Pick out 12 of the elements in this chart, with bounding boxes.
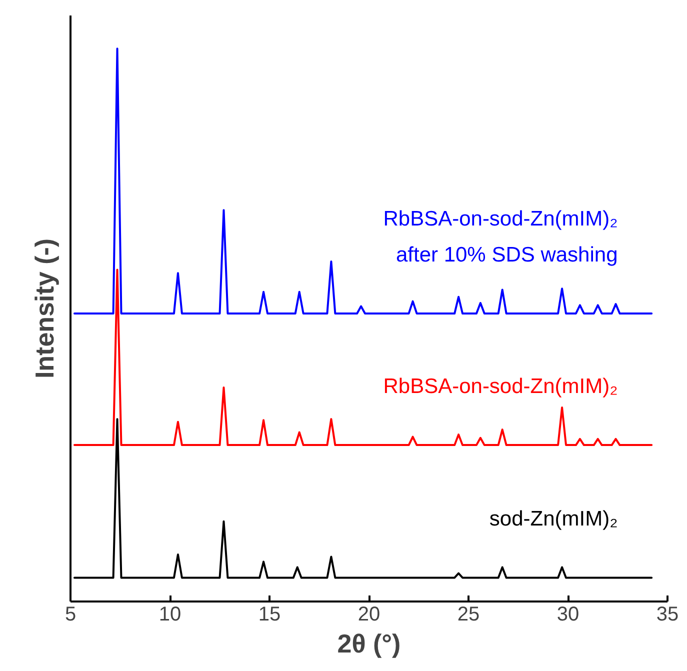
x-tick-label: 35 <box>656 604 679 626</box>
x-tick-label: 5 <box>64 604 76 626</box>
x-tick-label: 10 <box>158 604 182 626</box>
x-tick-label: 20 <box>358 604 380 626</box>
series-label: RbBSA-on-sod-Zn(mIM)₂ <box>383 375 618 398</box>
series-label: sod-Zn(mIM)₂ <box>489 508 618 531</box>
x-axis-title: 2θ (°) <box>337 628 401 658</box>
x-tick-label: 15 <box>258 604 281 626</box>
x-tick-label: 25 <box>457 604 480 626</box>
y-axis-title: Intensity (-) <box>30 238 60 379</box>
x-tick-label: 30 <box>556 604 580 626</box>
series-label: RbBSA-on-sod-Zn(mIM)₂ after 10% SDS washing <box>383 208 618 266</box>
